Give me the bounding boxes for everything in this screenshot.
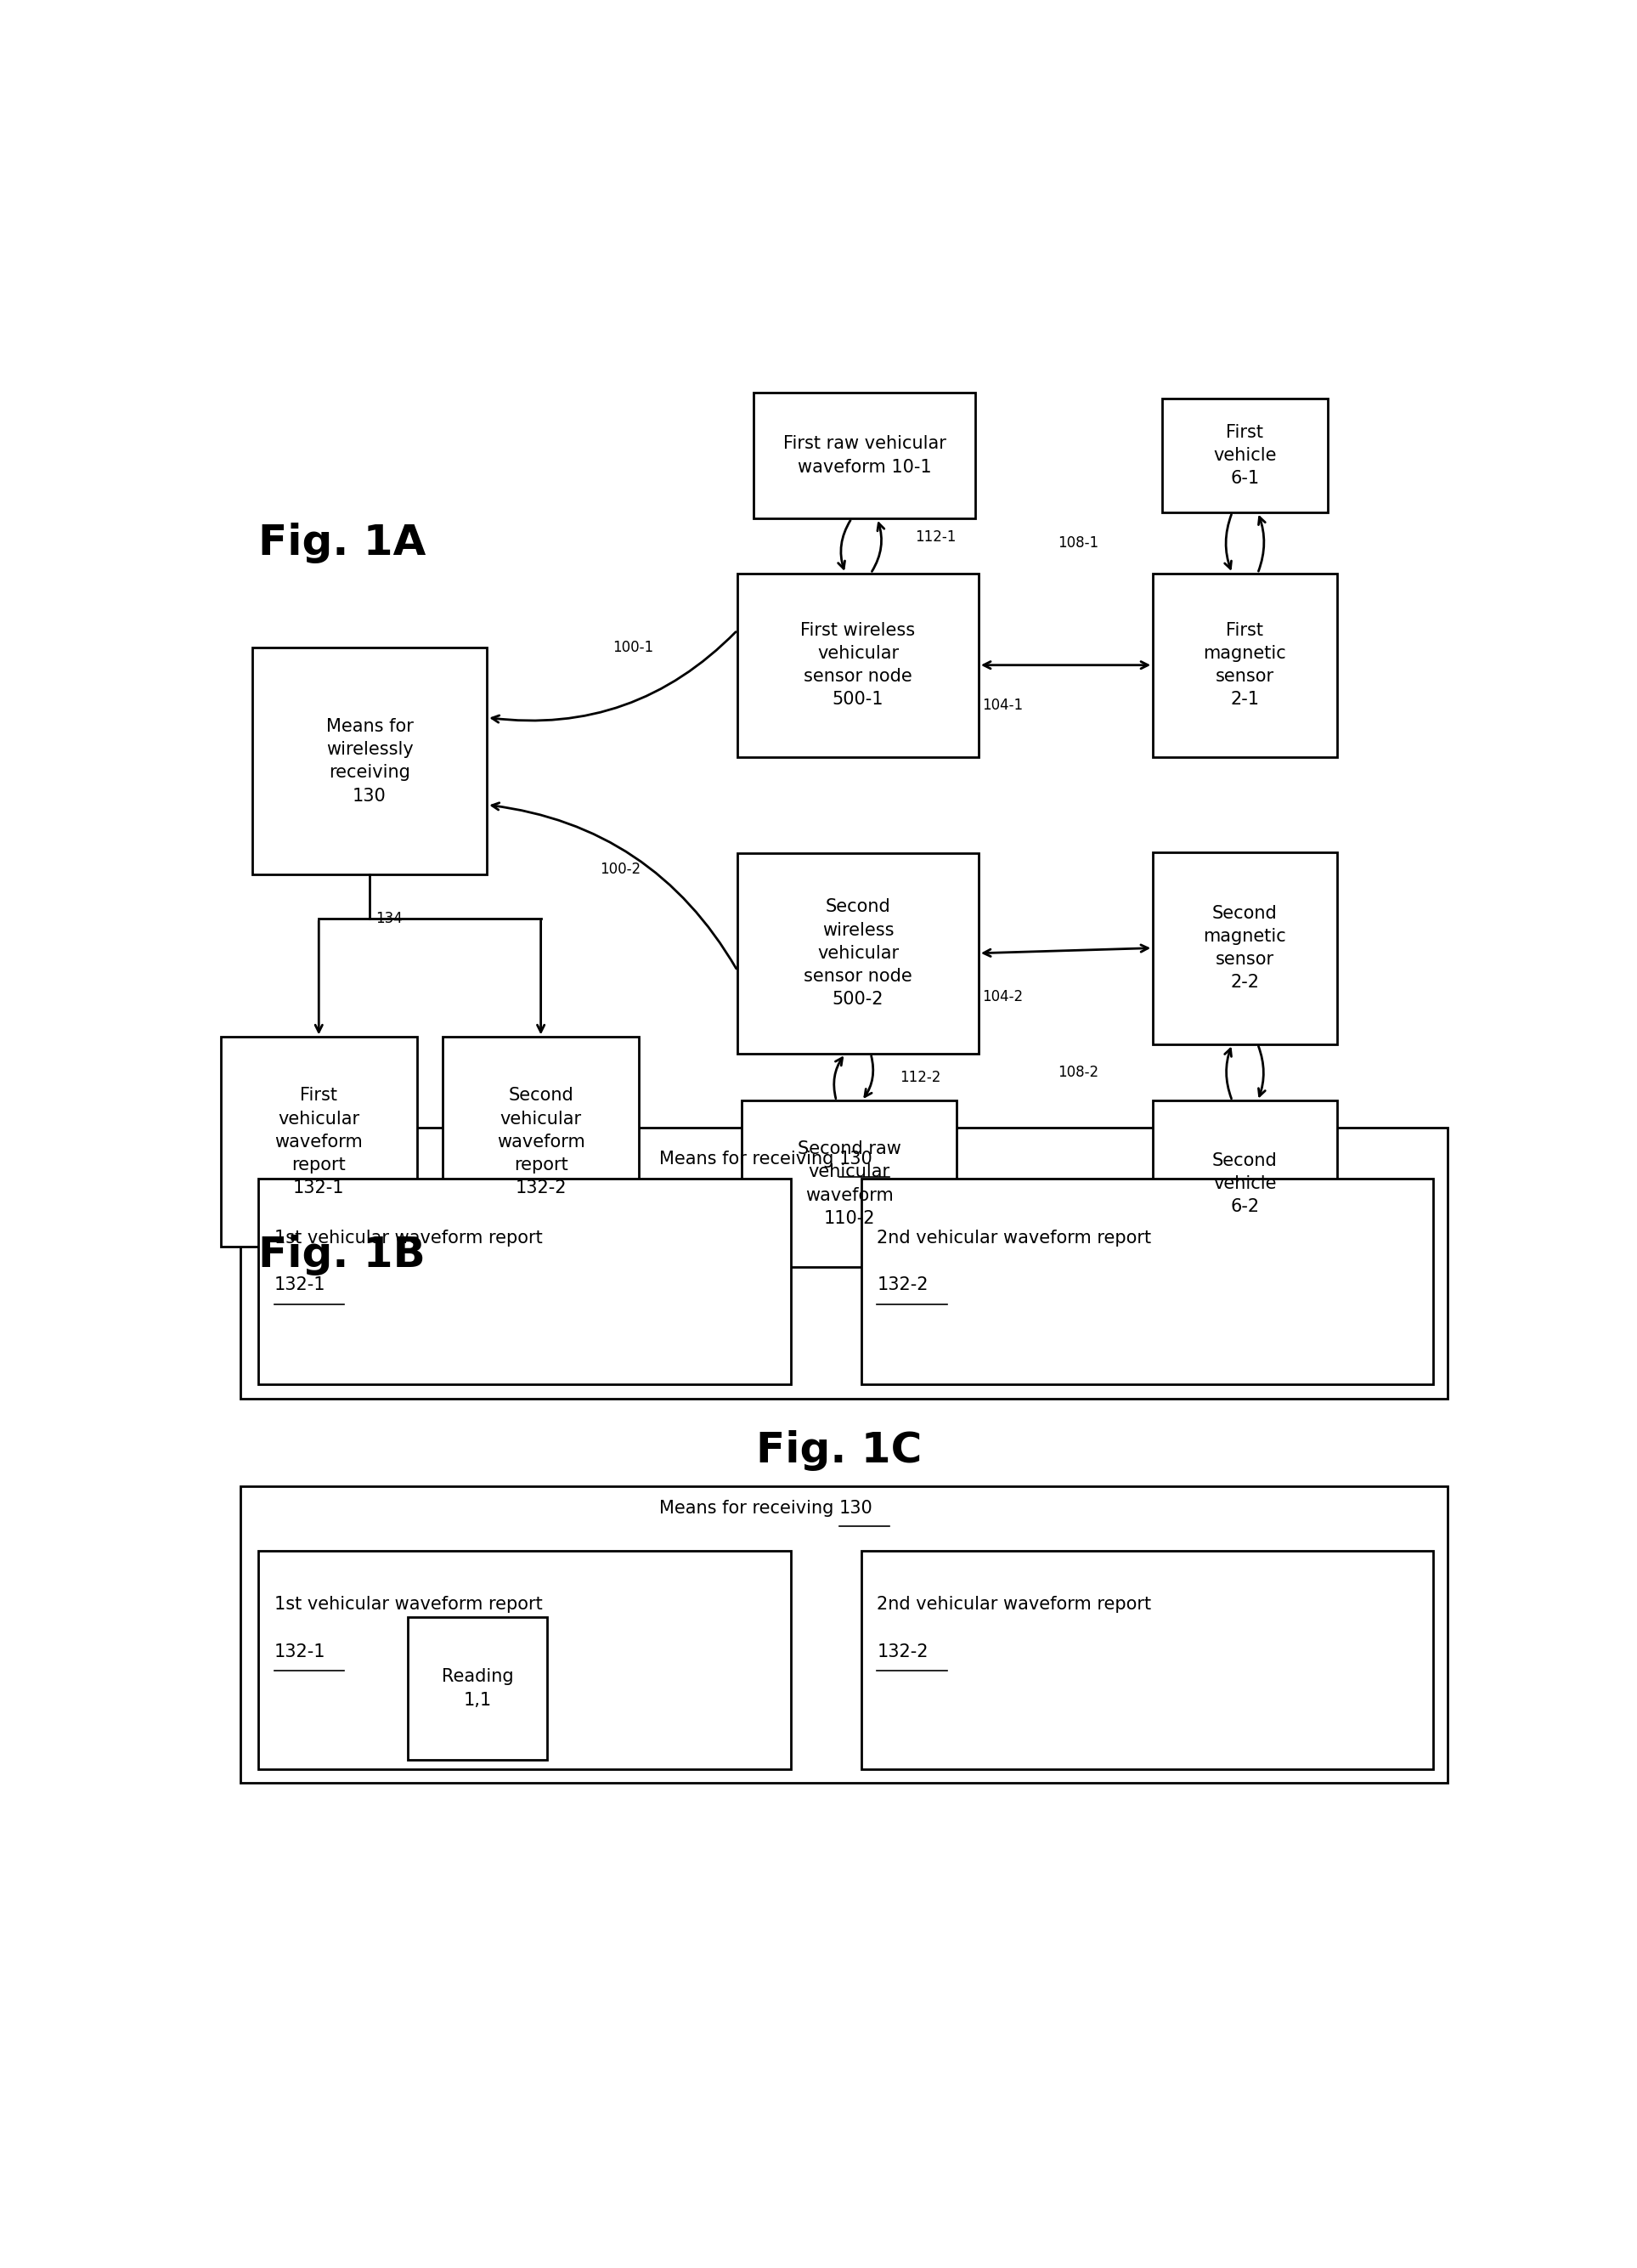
FancyBboxPatch shape (221, 1036, 417, 1247)
Text: 104-1: 104-1 (982, 699, 1023, 712)
FancyBboxPatch shape (1152, 853, 1337, 1043)
FancyBboxPatch shape (737, 853, 979, 1055)
Text: 2nd vehicular waveform report: 2nd vehicular waveform report (877, 1597, 1151, 1613)
Text: 132-1: 132-1 (275, 1644, 326, 1660)
FancyBboxPatch shape (241, 1127, 1447, 1399)
Text: First
magnetic
sensor
2-1: First magnetic sensor 2-1 (1203, 621, 1287, 708)
FancyBboxPatch shape (1152, 1100, 1337, 1268)
FancyBboxPatch shape (742, 1100, 958, 1268)
Text: 100-1: 100-1 (612, 640, 653, 655)
Text: 132-2: 132-2 (877, 1277, 928, 1293)
Text: Second raw
vehicular
waveform
110-2: Second raw vehicular waveform 110-2 (797, 1141, 900, 1227)
FancyBboxPatch shape (241, 1486, 1447, 1783)
Text: 108-1: 108-1 (1058, 535, 1098, 551)
Text: 100-2: 100-2 (599, 862, 640, 878)
FancyBboxPatch shape (408, 1617, 547, 1760)
Text: First raw vehicular
waveform 10-1: First raw vehicular waveform 10-1 (782, 435, 946, 476)
Text: 132-1: 132-1 (275, 1277, 326, 1293)
Text: Fig. 1B: Fig. 1B (259, 1236, 426, 1277)
Text: Reading
1,1: Reading 1,1 (442, 1669, 514, 1708)
Text: 134: 134 (377, 912, 403, 925)
Text: 2nd vehicular waveform report: 2nd vehicular waveform report (877, 1229, 1151, 1247)
FancyBboxPatch shape (753, 392, 976, 519)
FancyBboxPatch shape (252, 649, 486, 875)
Text: Second
magnetic
sensor
2-2: Second magnetic sensor 2-2 (1203, 905, 1287, 991)
FancyBboxPatch shape (861, 1179, 1432, 1383)
FancyBboxPatch shape (259, 1179, 791, 1383)
Text: Means for receiving: Means for receiving (658, 1150, 838, 1168)
Text: 112-2: 112-2 (900, 1070, 941, 1084)
Text: First
vehicle
6-1: First vehicle 6-1 (1213, 424, 1277, 488)
FancyBboxPatch shape (1152, 574, 1337, 758)
Text: 130: 130 (838, 1499, 873, 1517)
Text: Second
vehicular
waveform
report
132-2: Second vehicular waveform report 132-2 (496, 1086, 584, 1198)
Text: Second
wireless
vehicular
sensor node
500-2: Second wireless vehicular sensor node 50… (804, 898, 912, 1007)
Text: 104-2: 104-2 (982, 989, 1023, 1005)
Text: 130: 130 (838, 1150, 873, 1168)
FancyBboxPatch shape (442, 1036, 638, 1247)
Text: 108-2: 108-2 (1058, 1064, 1098, 1080)
Text: First
vehicular
waveform
report
132-1: First vehicular waveform report 132-1 (275, 1086, 363, 1198)
Text: Second
vehicle
6-2: Second vehicle 6-2 (1213, 1152, 1277, 1216)
FancyBboxPatch shape (1162, 399, 1328, 513)
Text: Means for
wirelessly
receiving
130: Means for wirelessly receiving 130 (326, 719, 413, 805)
FancyBboxPatch shape (737, 574, 979, 758)
Text: 1st vehicular waveform report: 1st vehicular waveform report (275, 1229, 542, 1247)
FancyBboxPatch shape (861, 1551, 1432, 1769)
Text: Means for receiving: Means for receiving (658, 1499, 838, 1517)
Text: 112-1: 112-1 (915, 528, 956, 544)
Text: 132-2: 132-2 (877, 1644, 928, 1660)
FancyBboxPatch shape (259, 1551, 791, 1769)
Text: First wireless
vehicular
sensor node
500-1: First wireless vehicular sensor node 500… (800, 621, 915, 708)
Text: 1st vehicular waveform report: 1st vehicular waveform report (275, 1597, 542, 1613)
Text: Fig. 1A: Fig. 1A (259, 522, 426, 562)
Text: Fig. 1C: Fig. 1C (756, 1431, 922, 1472)
